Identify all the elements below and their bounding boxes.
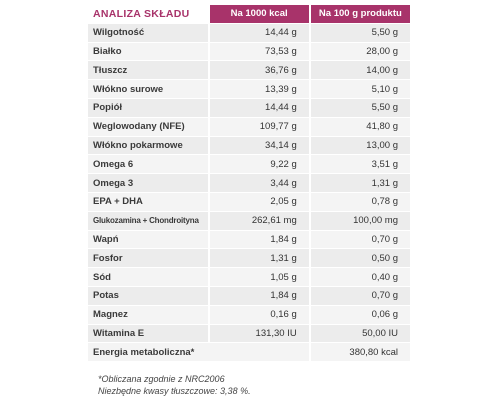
cell-value: 109,77 g [209, 117, 309, 136]
table-wrap: ANALIZA SKŁADU Na 1000 kcal Na 100 g pro… [86, 4, 412, 362]
cell-value: 0,70 g [310, 230, 410, 249]
row-label: Weglowodany (NFE) [88, 117, 208, 136]
row-label: Omega 6 [88, 155, 208, 174]
footnotes: *Obliczana zgodnie z NRC2006 Niezbędne k… [98, 373, 251, 397]
cell-value: 1,31 g [310, 174, 410, 192]
cell-value: 41,80 g [310, 117, 410, 136]
cell-value: 14,00 g [310, 61, 410, 80]
footnote: Niezbędne kwasy tłuszczowe: 3,38 %. [98, 386, 251, 396]
table-row: Witamina E 131,30 IU 50,00 IU [88, 324, 410, 343]
cell-value: 3,51 g [310, 155, 410, 174]
row-label: Energia metaboliczna* [88, 343, 309, 362]
column-header: Na 1000 kcal [209, 5, 309, 23]
table-row: Tłuszcz 36,76 g 14,00 g [88, 61, 410, 80]
row-label: Wilgotność [88, 23, 208, 42]
cell-value: 0,70 g [310, 286, 410, 305]
cell-value: 14,44 g [209, 23, 309, 42]
table-row: Magnez 0,16 g 0,06 g [88, 305, 410, 324]
cell-value: 0,40 g [310, 268, 410, 286]
cell-value: 1,05 g [209, 268, 309, 286]
cell-value: 73,53 g [209, 42, 309, 61]
cell-value: 14,44 g [209, 98, 309, 117]
cell-value: 1,31 g [209, 249, 309, 268]
row-label: Fosfor [88, 249, 208, 268]
row-label: Witamina E [88, 324, 208, 343]
table-body: Wilgotność 14,44 g 5,50 g Białko 73,53 g 28,0… [88, 23, 410, 362]
row-label: Białko [88, 42, 208, 61]
cell-value: 5,50 g [310, 23, 410, 42]
cell-value: 13,39 g [209, 80, 309, 98]
cell-value: 1,84 g [209, 230, 309, 249]
table-row: Białko 73,53 g 28,00 g [88, 42, 410, 61]
row-label: Glukozamina + Chondroityna [88, 211, 208, 230]
row-label: Sód [88, 268, 208, 286]
cell-value: 2,05 g [209, 192, 309, 211]
column-header: Na 100 g produktu [310, 5, 410, 23]
cell-value: 0,78 g [310, 192, 410, 211]
cell-value: 0,50 g [310, 249, 410, 268]
cell-value: 36,76 g [209, 61, 309, 80]
cell-value: 0,06 g [310, 305, 410, 324]
row-label: Wapń [88, 230, 208, 249]
cell-value: 100,00 mg [310, 211, 410, 230]
table-row: Potas 1,84 g 0,70 g [88, 286, 410, 305]
cell-value: 380,80 kcal [310, 343, 410, 362]
table-row: Weglowodany (NFE) 109,77 g 41,80 g [88, 117, 410, 136]
table-row: Omega 3 3,44 g 1,31 g [88, 174, 410, 192]
row-label: Potas [88, 286, 208, 305]
table-row: Popiół 14,44 g 5,50 g [88, 98, 410, 117]
cell-value: 9,22 g [209, 155, 309, 174]
row-label: Tłuszcz [88, 61, 208, 80]
cell-value: 1,84 g [209, 286, 309, 305]
table-row: Omega 6 9,22 g 3,51 g [88, 155, 410, 174]
row-label: Popiół [88, 98, 208, 117]
table-row: Włókno surowe 13,39 g 5,10 g [88, 80, 410, 98]
table-title: ANALIZA SKŁADU [88, 5, 208, 23]
footnote: *Obliczana zgodnie z NRC2006 [98, 374, 225, 384]
cell-value: 34,14 g [209, 136, 309, 155]
table-row: Wilgotność 14,44 g 5,50 g [88, 23, 410, 42]
row-label: Włókno surowe [88, 80, 208, 98]
header-row: ANALIZA SKŁADU Na 1000 kcal Na 100 g pro… [88, 5, 410, 23]
composition-table: ANALIZA SKŁADU Na 1000 kcal Na 100 g pro… [86, 4, 412, 362]
cell-value: 131,30 IU [209, 324, 309, 343]
energy-row: Energia metaboliczna* 380,80 kcal [88, 343, 410, 362]
table-row: EPA + DHA 2,05 g 0,78 g [88, 192, 410, 211]
table-row: Wapń 1,84 g 0,70 g [88, 230, 410, 249]
row-label: Włókno pokarmowe [88, 136, 208, 155]
cell-value: 28,00 g [310, 42, 410, 61]
row-label: Omega 3 [88, 174, 208, 192]
table-row: Glukozamina + Chondroityna 262,61 mg 100,0… [88, 211, 410, 230]
table-row: Fosfor 1,31 g 0,50 g [88, 249, 410, 268]
cell-value: 0,16 g [209, 305, 309, 324]
row-label: Magnez [88, 305, 208, 324]
cell-value: 3,44 g [209, 174, 309, 192]
cell-value: 5,10 g [310, 80, 410, 98]
cell-value: 50,00 IU [310, 324, 410, 343]
cell-value: 13,00 g [310, 136, 410, 155]
cell-value: 5,50 g [310, 98, 410, 117]
row-label: EPA + DHA [88, 192, 208, 211]
table-row: Sód 1,05 g 0,40 g [88, 268, 410, 286]
cell-value: 262,61 mg [209, 211, 309, 230]
table-row: Włókno pokarmowe 34,14 g 13,00 g [88, 136, 410, 155]
